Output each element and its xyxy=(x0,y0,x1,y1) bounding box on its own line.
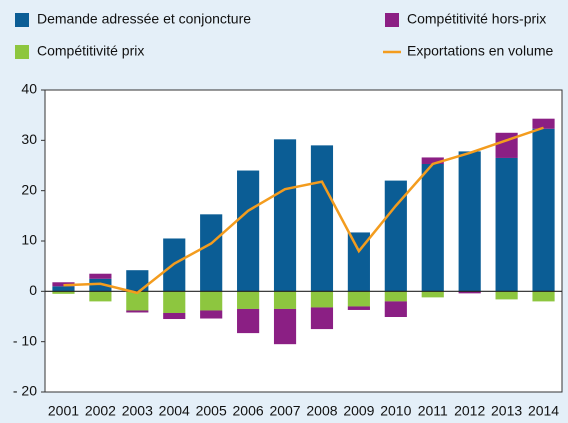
x-tick-label: 2013 xyxy=(491,403,522,419)
bar-segment xyxy=(237,308,260,334)
bar-segment xyxy=(384,291,407,302)
bar-segment xyxy=(237,291,260,309)
bar-segment xyxy=(237,170,260,292)
bar-segment xyxy=(310,145,334,292)
bar-segment xyxy=(200,310,223,319)
legend-label: Demande adressée et conjoncture xyxy=(37,11,251,27)
x-tick-label: 2001 xyxy=(48,403,79,419)
bar-segment xyxy=(347,291,370,307)
x-tick-label: 2014 xyxy=(528,403,559,419)
line-series xyxy=(63,126,544,295)
bar-segment xyxy=(89,273,112,279)
y-tick-label: 20 xyxy=(21,181,37,197)
bar-segment xyxy=(126,310,149,313)
y-tick-label: - 10 xyxy=(13,332,37,348)
bar-segment xyxy=(458,151,481,292)
y-tick-label: 0 xyxy=(29,282,37,298)
legend-swatch xyxy=(15,13,29,27)
bar-segment xyxy=(347,306,370,310)
x-tick-label: 2004 xyxy=(159,403,190,419)
legend-swatch xyxy=(385,13,399,27)
x-tick-label: 2007 xyxy=(269,403,300,419)
y-tick-label: 40 xyxy=(21,81,37,97)
bar-segment xyxy=(273,139,297,292)
bar-segment xyxy=(421,163,444,292)
bar-segment xyxy=(532,291,555,302)
bar-segment xyxy=(126,291,149,311)
bar-segment xyxy=(421,291,444,298)
bar-segment xyxy=(52,291,75,294)
bar-segment xyxy=(200,291,223,311)
bar-segment xyxy=(495,291,518,300)
x-tick-label: 2010 xyxy=(380,403,411,419)
legend-swatch xyxy=(15,45,29,59)
y-tick-label: - 20 xyxy=(13,383,37,399)
bar-segment xyxy=(310,307,334,330)
bar-segment xyxy=(347,232,370,292)
x-tick-label: 2002 xyxy=(85,403,116,419)
bar-segment xyxy=(532,128,555,292)
legend-label: Compétitivité hors-prix xyxy=(407,11,546,27)
y-tick-label: 10 xyxy=(21,232,37,248)
x-tick-label: 2005 xyxy=(196,403,227,419)
bar-segment xyxy=(273,308,297,345)
bar-segment xyxy=(89,291,112,302)
x-tick-label: 2008 xyxy=(306,403,337,419)
bar-segment xyxy=(421,157,444,164)
bar-segment xyxy=(495,157,518,292)
legend-label: Exportations en volume xyxy=(407,43,554,59)
legend-label: Compétitivité prix xyxy=(37,43,144,59)
x-tick-label: 2011 xyxy=(418,403,448,419)
bar-segment xyxy=(126,270,149,292)
bar-segment xyxy=(384,180,407,292)
x-tick-label: 2006 xyxy=(233,403,264,419)
plot-area xyxy=(44,89,563,393)
bar-segment xyxy=(384,301,407,318)
bar-segment xyxy=(163,291,186,313)
y-tick-label: 30 xyxy=(21,131,37,147)
x-tick-label: 2003 xyxy=(122,403,153,419)
bar-segment xyxy=(52,286,75,292)
x-tick-label: 2009 xyxy=(343,403,374,419)
x-tick-label: 2012 xyxy=(454,403,485,419)
bar-segment xyxy=(310,291,334,308)
bar-segment xyxy=(273,291,297,309)
bar-segment xyxy=(163,312,186,320)
bar-segment xyxy=(200,214,223,292)
bar-segment xyxy=(458,291,481,294)
bar-segment xyxy=(532,118,555,129)
